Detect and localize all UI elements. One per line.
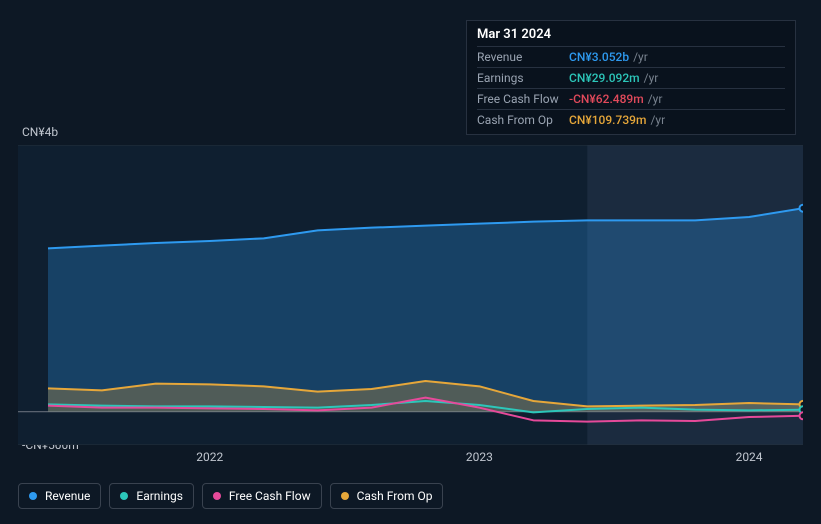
tooltip-metric-label: Revenue	[477, 50, 569, 64]
tooltip-metric-value: -CN¥62.489m	[569, 92, 644, 106]
x-axis-label: 2022	[196, 450, 223, 464]
tooltip-metric-value: CN¥3.052b	[569, 50, 629, 64]
legend-label: Revenue	[45, 489, 90, 503]
x-axis-label: 2024	[736, 450, 763, 464]
tooltip-metric-value: CN¥109.739m	[569, 113, 646, 127]
tooltip-metric-suffix: /yr	[648, 92, 663, 106]
y-axis-label: CN¥4b	[22, 125, 58, 139]
tooltip-metric-label: Cash From Op	[477, 113, 569, 127]
legend-item-free-cash-flow[interactable]: Free Cash Flow	[202, 483, 322, 509]
legend-label: Free Cash Flow	[229, 489, 311, 503]
tooltip-metric-suffix: /yr	[633, 50, 648, 64]
legend-label: Earnings	[136, 489, 183, 503]
legend-label: Cash From Op	[357, 489, 433, 503]
legend-dot-icon	[29, 492, 37, 500]
tooltip-row: RevenueCN¥3.052b/yr	[477, 46, 785, 67]
tooltip-metric-label: Free Cash Flow	[477, 92, 569, 106]
x-axis-label: 2023	[466, 450, 493, 464]
chart-tooltip: Mar 31 2024 RevenueCN¥3.052b/yrEarningsC…	[466, 20, 796, 135]
tooltip-date: Mar 31 2024	[477, 27, 785, 46]
tooltip-metric-label: Earnings	[477, 71, 569, 85]
tooltip-metric-suffix: /yr	[644, 71, 659, 85]
chart-legend: Revenue Earnings Free Cash Flow Cash From O…	[18, 483, 443, 509]
tooltip-row: Free Cash Flow-CN¥62.489m/yr	[477, 88, 785, 109]
legend-item-earnings[interactable]: Earnings	[109, 483, 194, 509]
financials-chart	[18, 145, 803, 445]
legend-item-revenue[interactable]: Revenue	[18, 483, 101, 509]
legend-dot-icon	[213, 492, 221, 500]
legend-dot-icon	[120, 492, 128, 500]
legend-dot-icon	[341, 492, 349, 500]
tooltip-row: Cash From OpCN¥109.739m/yr	[477, 109, 785, 130]
tooltip-metric-value: CN¥29.092m	[569, 71, 640, 85]
tooltip-row: EarningsCN¥29.092m/yr	[477, 67, 785, 88]
legend-item-cash-from-op[interactable]: Cash From Op	[330, 483, 444, 509]
tooltip-metric-suffix: /yr	[650, 113, 665, 127]
